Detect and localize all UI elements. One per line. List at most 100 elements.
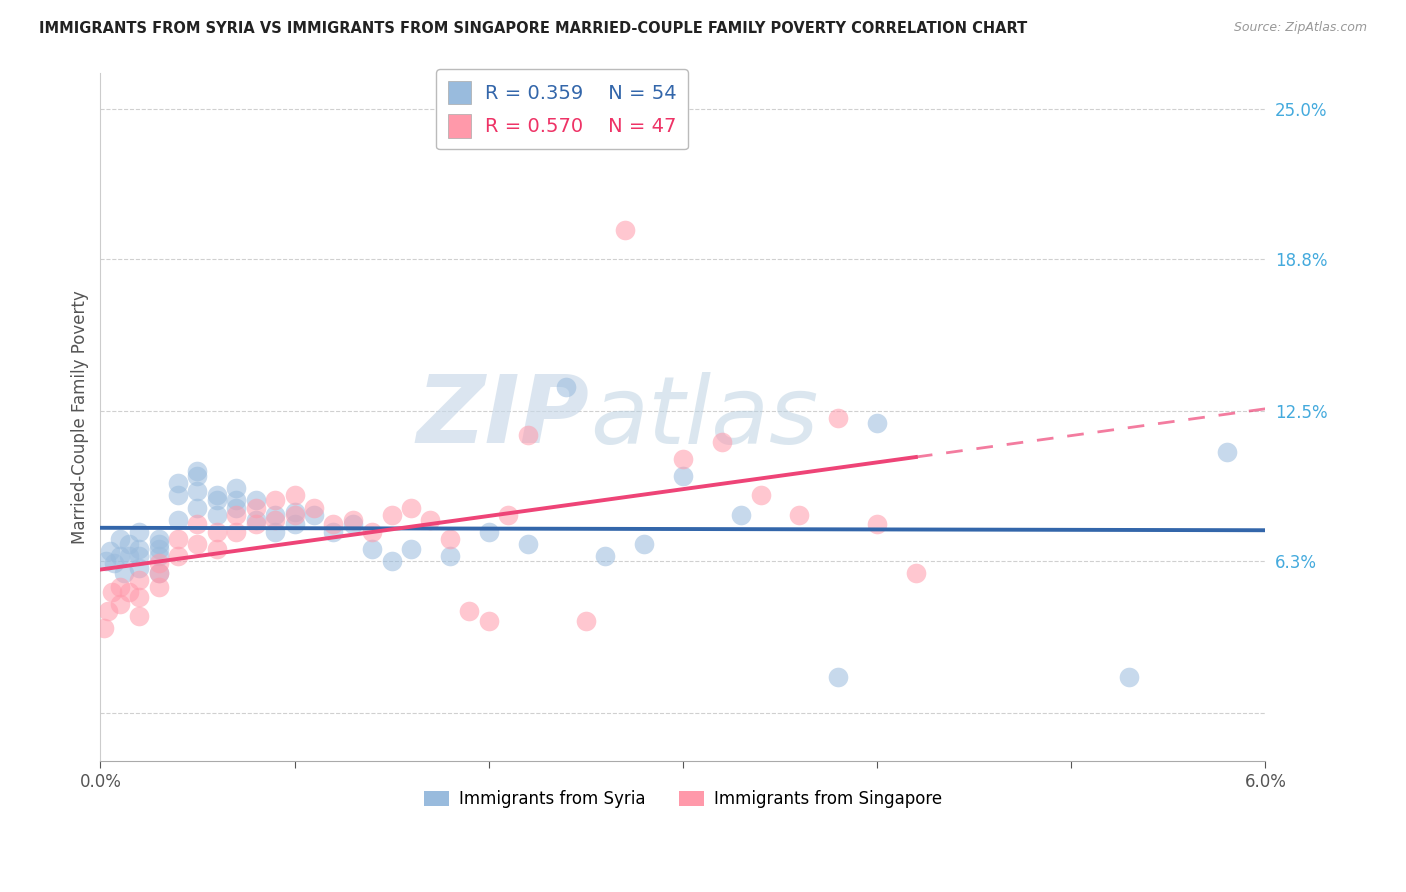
Point [302, 500, 325, 515]
Point [904, 566, 927, 580]
Point [245, 500, 267, 515]
Point [186, 483, 208, 498]
Point [118, 537, 141, 551]
Point [205, 488, 228, 502]
Point [118, 585, 141, 599]
Point [128, 549, 150, 563]
Point [381, 508, 404, 522]
Point [342, 517, 364, 532]
Point [148, 566, 170, 580]
Point [419, 513, 441, 527]
Legend: Immigrants from Syria, Immigrants from Singapore: Immigrants from Syria, Immigrants from S… [418, 783, 949, 814]
Point [749, 488, 772, 502]
Point [264, 508, 287, 522]
Point [789, 508, 811, 522]
Point [167, 532, 190, 546]
Point [148, 556, 170, 570]
Point [302, 508, 325, 522]
Point [205, 508, 228, 522]
Point [225, 493, 247, 508]
Point [827, 411, 849, 425]
Point [1118, 669, 1140, 683]
Point [381, 554, 404, 568]
Point [516, 537, 538, 551]
Point [361, 524, 384, 539]
Point [225, 481, 247, 495]
Point [98, 544, 121, 558]
Point [439, 549, 461, 563]
Point [245, 493, 267, 508]
Point [148, 580, 170, 594]
Point [264, 513, 287, 527]
Point [167, 513, 190, 527]
Point [205, 493, 228, 508]
Point [205, 524, 228, 539]
Point [264, 524, 287, 539]
Point [225, 500, 247, 515]
Point [225, 508, 247, 522]
Point [342, 513, 364, 527]
Point [730, 508, 752, 522]
Text: atlas: atlas [589, 372, 818, 463]
Point [186, 500, 208, 515]
Point [827, 669, 849, 683]
Point [283, 508, 305, 522]
Point [672, 469, 695, 483]
Point [866, 517, 889, 532]
Point [186, 469, 208, 483]
Point [118, 549, 141, 563]
Point [283, 488, 305, 502]
Y-axis label: Married-Couple Family Poverty: Married-Couple Family Poverty [72, 290, 89, 544]
Point [633, 537, 655, 551]
Point [439, 532, 461, 546]
Point [593, 549, 616, 563]
Point [516, 428, 538, 442]
Point [128, 590, 150, 604]
Text: Source: ZipAtlas.com: Source: ZipAtlas.com [1233, 21, 1367, 35]
Point [866, 416, 889, 430]
Point [672, 452, 695, 467]
Point [108, 580, 131, 594]
Point [205, 541, 228, 556]
Point [93, 621, 115, 635]
Point [458, 604, 481, 618]
Point [555, 380, 578, 394]
Point [575, 614, 598, 628]
Point [613, 223, 636, 237]
Point [186, 537, 208, 551]
Point [496, 508, 519, 522]
Point [283, 505, 305, 519]
Point [128, 524, 150, 539]
Point [1215, 445, 1237, 459]
Point [97, 604, 120, 618]
Point [148, 532, 170, 546]
Point [148, 566, 170, 580]
Point [399, 541, 422, 556]
Point [478, 614, 501, 628]
Point [148, 537, 170, 551]
Point [283, 517, 305, 532]
Point [245, 517, 267, 532]
Point [478, 524, 501, 539]
Point [399, 500, 422, 515]
Point [128, 561, 150, 575]
Point [264, 493, 287, 508]
Point [103, 556, 125, 570]
Point [108, 549, 131, 563]
Point [361, 541, 384, 556]
Point [148, 541, 170, 556]
Point [108, 532, 131, 546]
Point [96, 554, 118, 568]
Point [225, 524, 247, 539]
Point [710, 435, 733, 450]
Point [245, 513, 267, 527]
Point [108, 597, 131, 611]
Point [322, 524, 344, 539]
Point [167, 488, 190, 502]
Point [186, 517, 208, 532]
Text: ZIP: ZIP [416, 371, 589, 463]
Point [128, 541, 150, 556]
Point [101, 585, 124, 599]
Point [128, 609, 150, 624]
Point [167, 476, 190, 491]
